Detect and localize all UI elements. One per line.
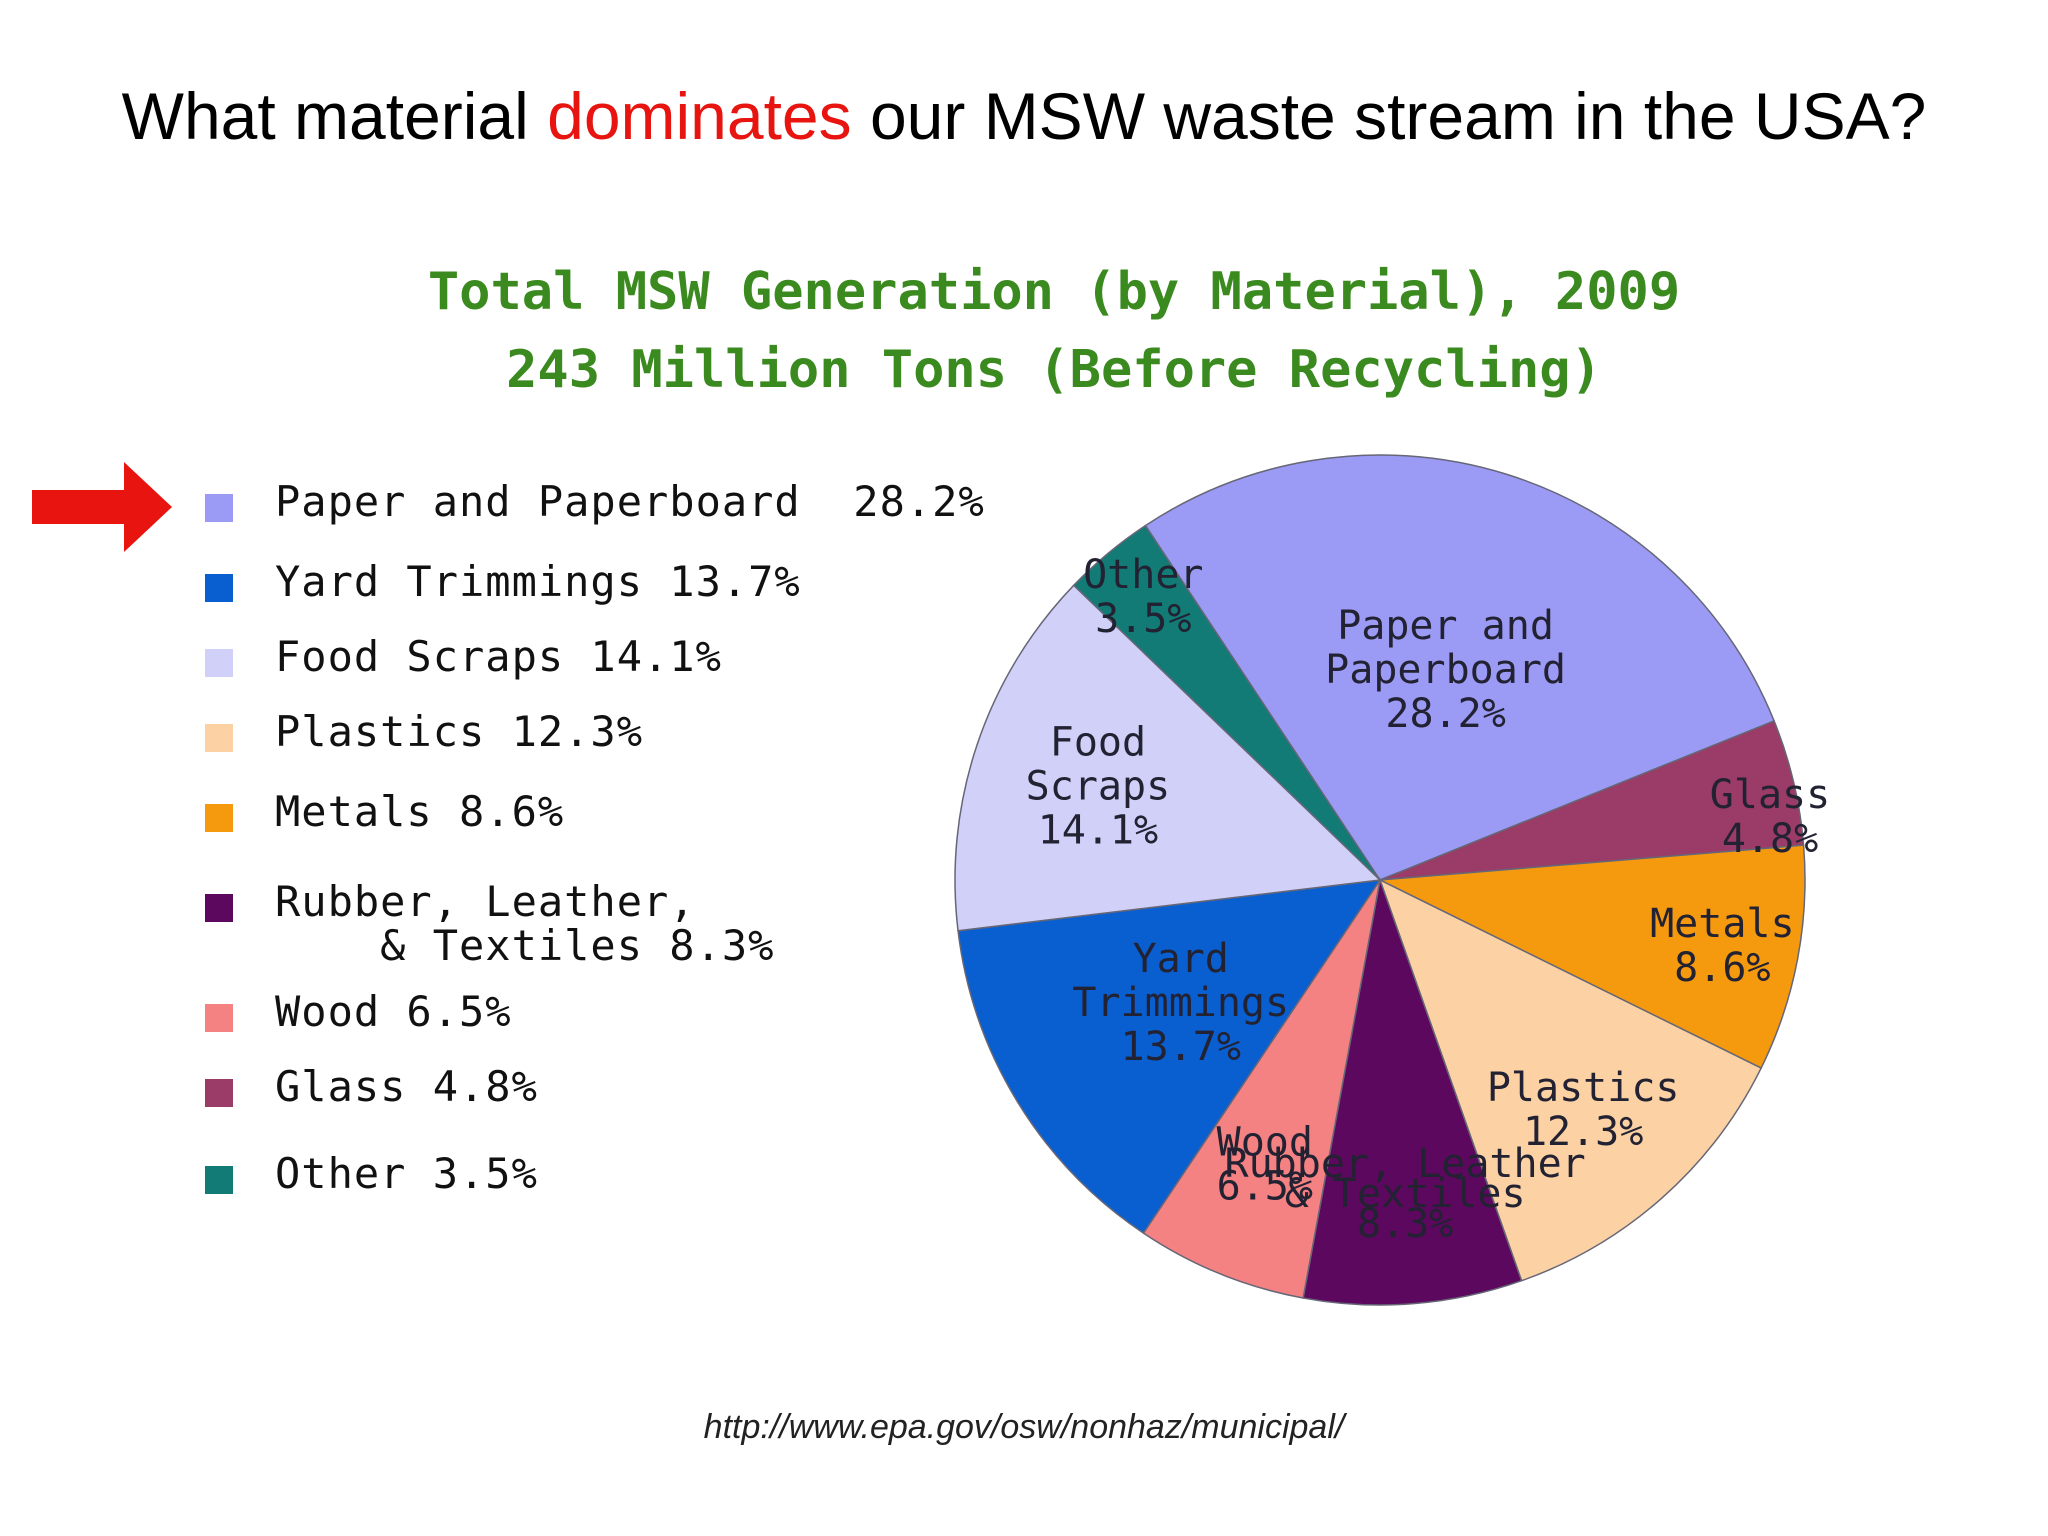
pie-label-yard-trimmings: Yard Trimmings 13.7% xyxy=(1072,936,1289,1070)
pie-label-line: Plastics xyxy=(1487,1065,1680,1111)
pie-label-line: 3.5% xyxy=(1095,596,1191,642)
pie-label-rubber-leather-textiles: Rubber, Leather & Textiles 8.3% xyxy=(1225,1141,1586,1247)
right-arrow-icon xyxy=(32,462,172,552)
slide-title: What material dominates our MSW waste st… xyxy=(0,78,2048,154)
pie-label-line: Other xyxy=(1083,552,1203,598)
pie-label-line: 8.6% xyxy=(1674,945,1770,991)
pie-label-line: & Textiles xyxy=(1285,1171,1526,1217)
pie-slice-wood xyxy=(1142,879,1381,1299)
pie-label-glass: Glass 4.8% xyxy=(1710,772,1830,862)
pie-slice-metals xyxy=(1377,844,1806,1070)
pie-label-line: Yard xyxy=(1133,936,1229,982)
pie-label-line: 13.7% xyxy=(1121,1024,1241,1070)
source-url: http://www.epa.gov/osw/nonhaz/municipal/ xyxy=(703,1408,1345,1446)
pie-label-line: 12.3% xyxy=(1523,1109,1643,1155)
pie-label-paper-and-paperboard: Paper and Paperboard 28.2% xyxy=(1325,603,1566,737)
pie-label-line: Rubber, Leather xyxy=(1225,1141,1586,1187)
title-highlight: dominates xyxy=(547,79,852,153)
pie-label-metals: Metals 8.6% xyxy=(1650,901,1795,991)
title-before: What material xyxy=(121,79,548,153)
pie-label-line: Metals xyxy=(1650,901,1795,947)
pie-slice-plastics xyxy=(1378,878,1763,1282)
pie-slice-food-scraps xyxy=(954,584,1382,932)
pie-label-line: 6.5% xyxy=(1217,1163,1313,1209)
pie-label-other: Other 3.5% xyxy=(1083,552,1203,642)
pie-label-line: Scraps xyxy=(1026,764,1171,810)
chart-title: Total MSW Generation (by Material), 2009 xyxy=(427,262,1681,322)
pie-label-line: 14.1% xyxy=(1038,808,1158,854)
pie-label-line: Paperboard xyxy=(1325,647,1566,693)
pie-label-line: Food xyxy=(1050,720,1146,766)
pie-slice-rubber-leather-textiles xyxy=(1302,877,1523,1306)
pie-label-food-scraps: Food Scraps 14.1% xyxy=(1026,720,1171,854)
pie-label-line: 28.2% xyxy=(1385,691,1505,737)
pie-label-line: Trimmings xyxy=(1072,980,1289,1026)
pie-label-line: 8.3% xyxy=(1357,1201,1453,1247)
pie-label-line: Paper and xyxy=(1337,603,1554,649)
pie-label-line: 4.8% xyxy=(1722,816,1818,862)
title-after: our MSW waste stream in the USA? xyxy=(851,79,1927,153)
pie-label-line: Glass xyxy=(1710,772,1830,818)
pie-label-plastics: Plastics 12.3% xyxy=(1487,1065,1680,1155)
pie-slice-yard-trimmings xyxy=(957,879,1382,1235)
pie-slice-other xyxy=(1072,524,1381,881)
chart-subtitle: 243 Million Tons (Before Recycling) xyxy=(506,340,1602,400)
pie-label-line: Wood xyxy=(1217,1119,1313,1165)
pie-slice-paper-and-paperboard xyxy=(1144,454,1776,881)
pie-label-wood: Wood 6.5% xyxy=(1217,1119,1313,1209)
